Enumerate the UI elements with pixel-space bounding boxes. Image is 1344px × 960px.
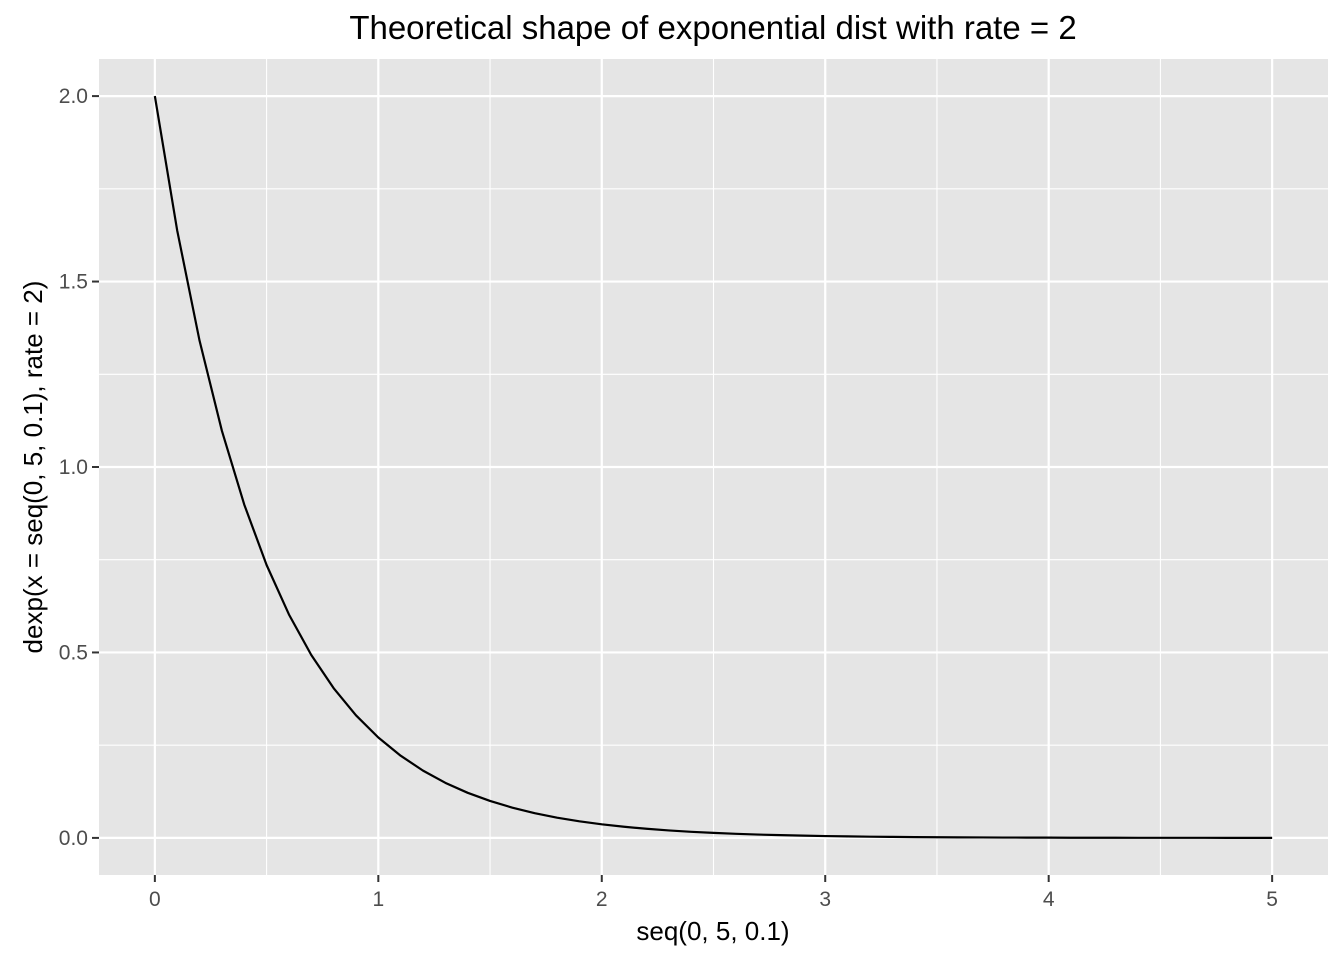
y-axis: 0.0 0.5 1.0 1.5 2.0 <box>59 85 99 850</box>
y-tick-label: 1.0 <box>59 456 88 479</box>
minor-gridlines <box>99 59 1328 875</box>
x-axis: 0 1 2 3 4 5 <box>149 875 1278 911</box>
x-tick-label: 2 <box>596 888 608 911</box>
chart-title: Theoretical shape of exponential dist wi… <box>349 9 1076 46</box>
x-tick-label: 4 <box>1043 888 1055 911</box>
x-tick-label: 5 <box>1266 888 1278 911</box>
y-tick-label: 1.5 <box>59 271 88 294</box>
x-tick-label: 1 <box>372 888 384 911</box>
x-tick-label: 0 <box>149 888 161 911</box>
y-tick-label: 0.0 <box>59 827 88 850</box>
y-tick-label: 2.0 <box>59 85 88 108</box>
y-axis-label: dexp(x = seq(0, 5, 0.1), rate = 2) <box>18 281 48 654</box>
series-line <box>153 95 1273 839</box>
x-axis-label: seq(0, 5, 0.1) <box>636 916 789 946</box>
x-tick-label: 3 <box>819 888 831 911</box>
y-tick-label: 0.5 <box>59 641 88 664</box>
